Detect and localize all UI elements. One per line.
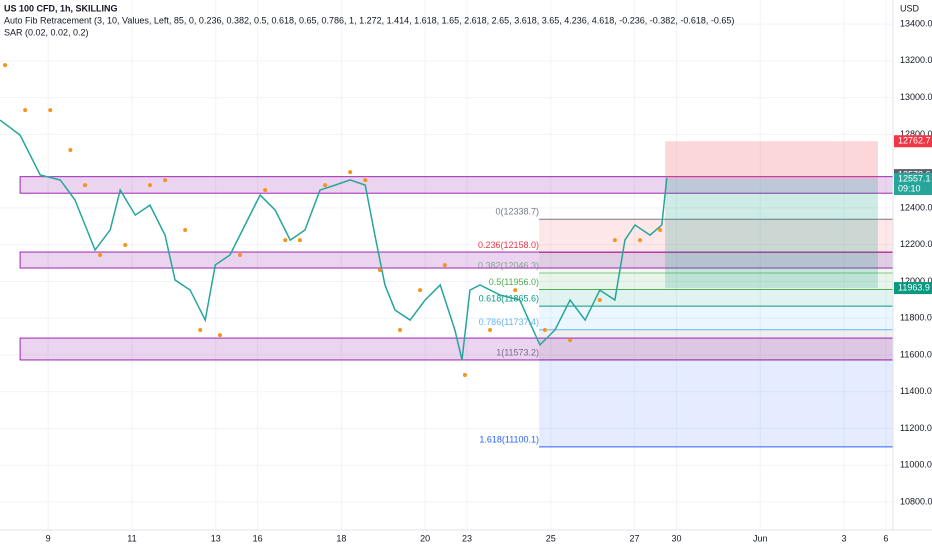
sar-dot bbox=[198, 327, 203, 332]
sar-dot bbox=[123, 243, 128, 248]
sar-dot bbox=[418, 288, 423, 293]
sar-dot bbox=[442, 263, 447, 268]
fib-indicator: Auto Fib Retracement (3, 10, Values, Lef… bbox=[4, 15, 734, 25]
sar-dot bbox=[98, 252, 103, 257]
sar-indicator: SAR (0.02, 0.02, 0.2) bbox=[4, 27, 89, 37]
y-tick-label: 13400.0 bbox=[900, 18, 932, 28]
x-tick-label: 11 bbox=[127, 533, 136, 543]
y-tick-label: 11200.0 bbox=[900, 423, 932, 433]
x-tick-label: 18 bbox=[336, 533, 346, 543]
sar-dot bbox=[183, 227, 188, 232]
fib-label: 0.382(12046.3) bbox=[478, 260, 539, 270]
sar-dot bbox=[597, 298, 602, 303]
sar-dot bbox=[363, 178, 368, 183]
x-tick-label: 3 bbox=[841, 533, 846, 543]
fib-fill bbox=[539, 329, 893, 360]
sar-dot bbox=[348, 170, 353, 175]
sar-dot bbox=[68, 148, 73, 153]
sar-dot bbox=[283, 238, 288, 243]
y-tick-label: 11400.0 bbox=[900, 386, 932, 396]
fib-label: 0.786(11737.4) bbox=[479, 317, 539, 327]
fib-fill bbox=[539, 272, 893, 290]
x-tick-label: 6 bbox=[883, 533, 888, 543]
x-tick-label: 16 bbox=[253, 533, 263, 543]
fib-fill bbox=[539, 306, 893, 330]
y-tick-label: 12400.0 bbox=[900, 202, 932, 212]
price-label: 12762.7 bbox=[898, 136, 931, 146]
sar-dot bbox=[658, 227, 663, 232]
sar-dot bbox=[83, 183, 88, 188]
zone bbox=[19, 337, 894, 361]
y-tick-label: 13000.0 bbox=[900, 92, 932, 102]
y-tick-label: 11600.0 bbox=[900, 349, 932, 359]
fib-label: 1(11573.2) bbox=[496, 347, 539, 357]
sar-dot bbox=[297, 238, 302, 243]
x-tick-label: 23 bbox=[462, 533, 472, 543]
sar-dot bbox=[612, 238, 617, 243]
y-tick-label: 12200.0 bbox=[900, 239, 932, 249]
sar-dot bbox=[462, 373, 467, 378]
sar-dot bbox=[542, 327, 547, 332]
sar-dot bbox=[377, 268, 382, 273]
fib-label: 0.618(11865.6) bbox=[479, 294, 539, 304]
position-stop bbox=[665, 141, 878, 180]
price-label-time: 09:10 bbox=[898, 183, 921, 193]
fib-fill bbox=[539, 219, 893, 253]
price-label: 11963.9 bbox=[898, 282, 930, 292]
sar-dot bbox=[3, 63, 8, 68]
y-tick-label: 13200.0 bbox=[900, 55, 932, 65]
currency: USD bbox=[900, 3, 920, 13]
sar-dot bbox=[48, 108, 53, 113]
sar-dot bbox=[163, 178, 168, 183]
fib-fill bbox=[539, 359, 893, 447]
sar-dot bbox=[638, 238, 643, 243]
price-label: 12557.1 bbox=[898, 173, 931, 183]
chart-title: US 100 CFD, 1h, SKILLING bbox=[4, 3, 118, 13]
fib-label: 1.618(11100.1) bbox=[479, 434, 539, 444]
x-tick-label: 30 bbox=[671, 533, 681, 543]
x-tick-label: 20 bbox=[420, 533, 430, 543]
price-label-bg bbox=[894, 135, 932, 148]
x-tick-label: 27 bbox=[630, 533, 640, 543]
y-tick-label: 12000.0 bbox=[900, 276, 932, 286]
sar-dot bbox=[263, 188, 268, 193]
sar-dot bbox=[217, 333, 222, 338]
price-label-bg bbox=[894, 282, 932, 295]
x-tick-label: 13 bbox=[211, 533, 221, 543]
sar-dot bbox=[568, 338, 573, 343]
sar-dot bbox=[488, 327, 493, 332]
y-tick-label: 11000.0 bbox=[900, 460, 932, 470]
sar-dot bbox=[23, 108, 28, 113]
fib-label: 0.236(12158.0) bbox=[478, 240, 539, 250]
y-tick-label: 10800.0 bbox=[900, 496, 932, 506]
y-tick-label: 12800.0 bbox=[900, 129, 932, 139]
fib-fill bbox=[539, 289, 893, 307]
position-target bbox=[665, 179, 878, 289]
fib-label: 0.5(11956.0) bbox=[489, 277, 539, 287]
sar-dot bbox=[398, 327, 403, 332]
x-tick-label: 25 bbox=[546, 533, 556, 543]
sar-dot bbox=[238, 252, 243, 257]
y-tick-label: 11800.0 bbox=[900, 313, 932, 323]
x-tick-label: Jun bbox=[753, 533, 768, 543]
price-label-bg bbox=[894, 173, 932, 196]
sar-dot bbox=[323, 183, 328, 188]
sar-dot bbox=[513, 288, 518, 293]
sar-dot bbox=[147, 183, 152, 188]
fib-label: 0(12338.7) bbox=[496, 207, 540, 217]
price-line bbox=[0, 119, 668, 361]
x-tick-label: 9 bbox=[46, 533, 51, 543]
plot-area: 0(12338.7) 0.236(12158.0) 0.382(12046.3) 0.… bbox=[0, 0, 894, 530]
